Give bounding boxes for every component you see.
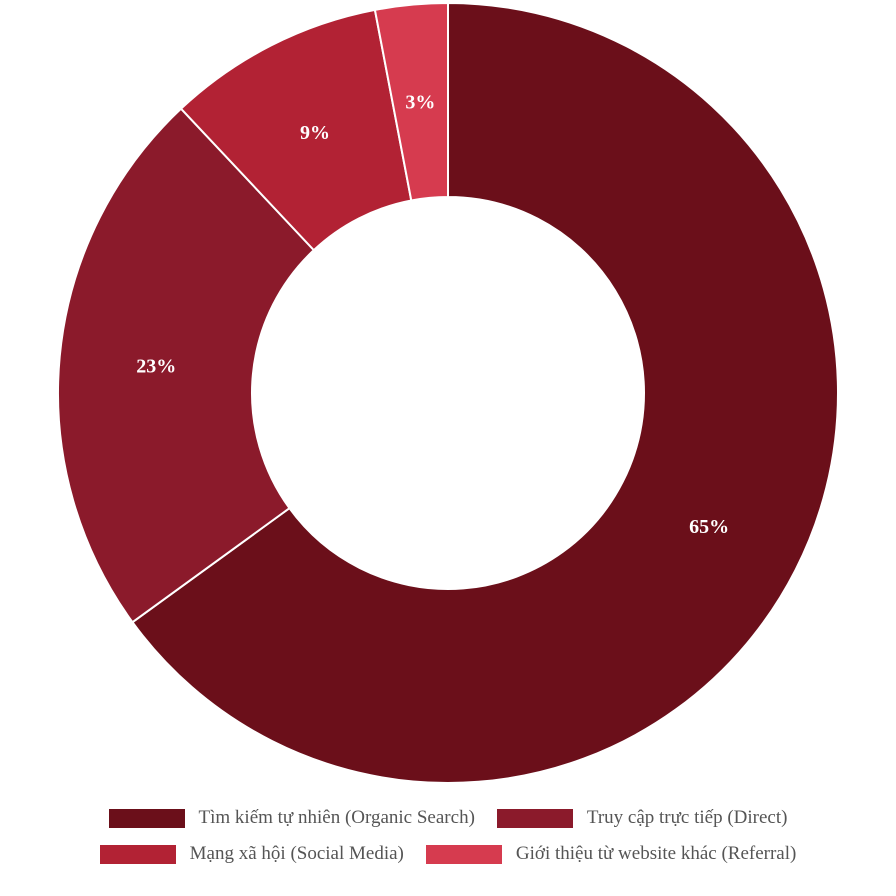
donut-chart: 65% 23% 9% 3% — [57, 1, 839, 784]
donut-slice[interactable] — [131, 1, 839, 784]
legend-label: Truy cập trực tiếp (Direct) — [586, 807, 788, 828]
legend-label: Mạng xã hội (Social Media) — [189, 843, 404, 864]
legend-item-social[interactable]: Mạng xã hội (Social Media) — [99, 843, 404, 865]
legend-label: Giới thiệu từ website khác (Referral) — [515, 843, 797, 864]
legend-item-organic[interactable]: Tìm kiếm tự nhiên (Organic Search) — [108, 807, 475, 829]
legend-swatch — [496, 808, 573, 828]
legend-swatch — [108, 808, 185, 828]
legend-swatch — [425, 844, 502, 864]
donut-slice[interactable] — [57, 107, 316, 624]
legend-label: Tìm kiếm tự nhiên (Organic Search) — [198, 807, 475, 828]
data-label: 3% — [405, 91, 435, 113]
donut-slice[interactable] — [373, 1, 449, 202]
legend-item-direct[interactable]: Truy cập trực tiếp (Direct) — [496, 807, 788, 829]
legend: Tìm kiếm tự nhiên (Organic Search) Truy … — [0, 800, 896, 872]
data-label: 65% — [689, 516, 729, 538]
legend-item-referral[interactable]: Giới thiệu từ website khác (Referral) — [425, 843, 797, 865]
data-label: 23% — [136, 355, 176, 377]
legend-swatch — [99, 844, 176, 864]
data-label: 9% — [300, 122, 330, 144]
